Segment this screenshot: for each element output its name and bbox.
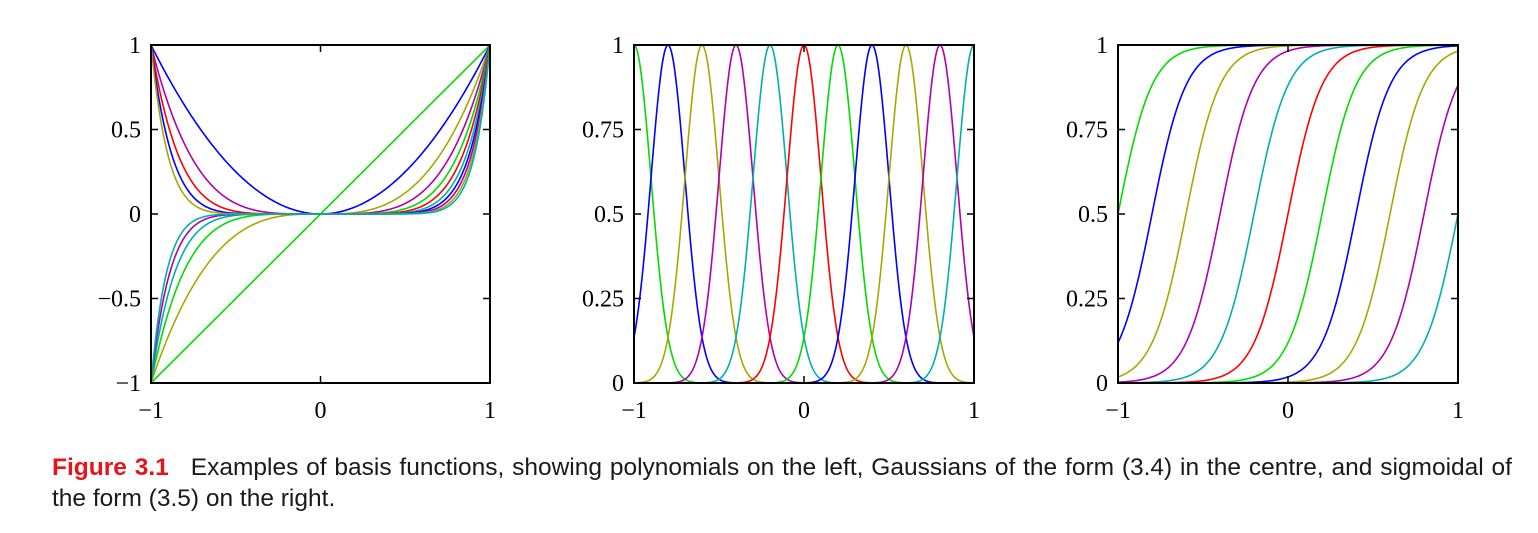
y-tick-label: 0.25 xyxy=(1066,287,1108,313)
gaussians-curve-7 xyxy=(634,45,974,383)
plot-frame xyxy=(633,44,975,384)
gaussians-curve-5 xyxy=(634,45,974,383)
polynomials-curve-10 xyxy=(151,45,490,215)
y-tick-label: 0.5 xyxy=(594,202,624,228)
gaussians-panel: −1 0 100.250.50.751 xyxy=(582,33,980,424)
sigmoids-curve-11 xyxy=(1118,213,1458,383)
sigmoids-curve-1 xyxy=(1118,45,1458,215)
y-tick-label: −1 xyxy=(115,371,141,397)
y-tick-label: 0 xyxy=(612,371,624,397)
x-tick-label: −1 xyxy=(1105,398,1131,424)
y-tick-label: 1 xyxy=(612,33,624,59)
polynomials-panel: −1 0 1 −1 −0.5 0 0.5 1 xyxy=(97,33,496,424)
gaussians-curve-10 xyxy=(634,45,974,383)
gaussians-curve-8 xyxy=(634,45,974,383)
y-tick-label: 1 xyxy=(129,33,141,59)
x-tick-label: −1 xyxy=(138,398,164,424)
y-tick-label: 0 xyxy=(1096,371,1108,397)
y-tick-label: 0.25 xyxy=(582,287,624,313)
y-tick-label: 0.75 xyxy=(1066,118,1108,144)
polynomials-curve-8 xyxy=(151,45,490,215)
gaussians-curve-1 xyxy=(634,45,974,383)
gaussians-curve-2 xyxy=(634,45,974,383)
x-tick-label: 1 xyxy=(484,398,496,424)
sigmoids-curve-2 xyxy=(1118,45,1458,344)
y-tick-label: 0.75 xyxy=(582,118,624,144)
sigmoids-curve-6 xyxy=(1118,45,1458,383)
curve-group xyxy=(634,45,974,383)
figure-caption: Figure 3.1 Examples of basis functions, s… xyxy=(52,452,1512,514)
sigmoids-curve-10 xyxy=(1118,84,1458,383)
gaussians-curve-11 xyxy=(634,45,974,383)
x-tick-label: −1 xyxy=(621,398,647,424)
polynomials-curve-2 xyxy=(151,45,490,215)
sigmoids-panel: −1 0 100.250.50.751 xyxy=(1066,33,1464,424)
curve-group xyxy=(1118,45,1458,383)
curve-group xyxy=(151,45,490,383)
gaussians-curve-9 xyxy=(634,45,974,383)
caption-label: Figure 3.1 xyxy=(52,454,169,481)
polynomials-curve-11 xyxy=(151,45,490,383)
y-tick-label: 0.5 xyxy=(111,118,141,144)
gaussians-curve-4 xyxy=(634,45,974,383)
gaussians-curve-3 xyxy=(634,45,974,383)
gaussians-curve-6 xyxy=(634,45,974,383)
polynomials-curve-6 xyxy=(151,45,490,215)
x-tick-label: 0 xyxy=(798,398,810,424)
polynomials-curve-4 xyxy=(151,45,490,215)
y-tick-label: 1 xyxy=(1096,33,1108,59)
caption-text: Examples of basis functions, showing pol… xyxy=(52,454,1512,512)
y-tick-label: 0 xyxy=(129,202,141,228)
figure-charts: −1 0 1−1−0.500.51 −1 0 100.250.50.751 −1 0 100… xyxy=(97,33,1464,424)
x-tick-label: 0 xyxy=(315,398,327,424)
x-tick-label: 1 xyxy=(968,398,980,424)
y-tick-label: 0.5 xyxy=(1078,202,1108,228)
x-tick-label: 1 xyxy=(1452,398,1464,424)
y-tick-label: −0.5 xyxy=(97,287,141,313)
x-tick-label: 0 xyxy=(1282,398,1294,424)
